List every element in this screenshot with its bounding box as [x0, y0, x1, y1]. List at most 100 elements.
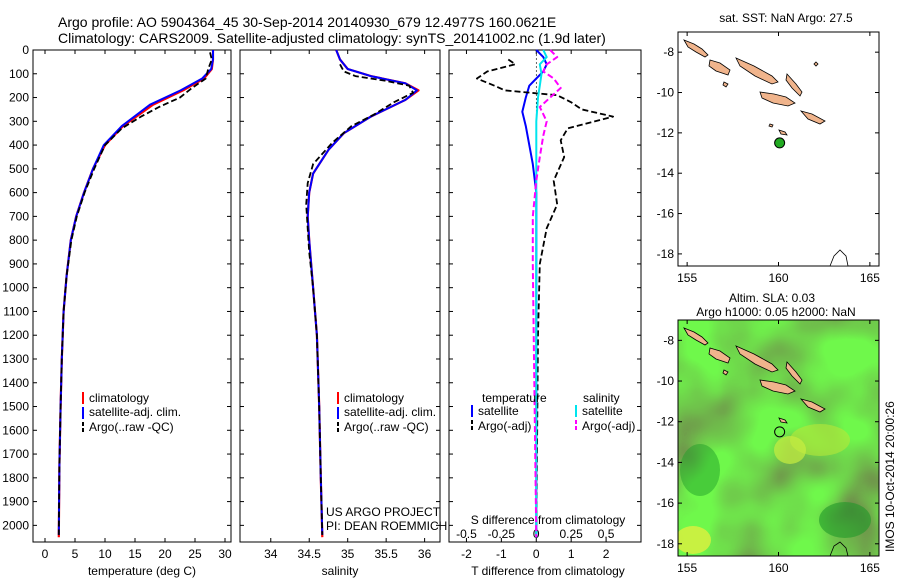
y-tick-label: 2000 — [2, 518, 29, 532]
x-tick-label: 34.5 — [298, 547, 322, 561]
x-tick-label: 1 — [568, 547, 575, 561]
y-tick-label: 1500 — [2, 400, 29, 414]
y-tick-label: -16 — [657, 207, 675, 221]
sla-low-patch-2 — [680, 444, 720, 496]
land-new-georgia — [708, 347, 731, 364]
x-tick-label: 36 — [418, 547, 432, 561]
x-top-tick-label: 0.5 — [598, 527, 615, 541]
imos-credit: IMOS 10-Oct-2014 20:00:26 — [883, 401, 897, 552]
land-santa-isabel — [735, 57, 779, 85]
x-top-tick-label: -0.5 — [456, 527, 477, 541]
header-line2: Climatology: CARS2009. Satellite-adjuste… — [58, 30, 606, 46]
legend-label-satellite: satellite-adj. clim. — [344, 405, 436, 419]
land-guadalcanal — [759, 91, 796, 107]
sla-high-patch-1 — [678, 526, 711, 554]
x-tick-label: 165 — [860, 271, 880, 285]
land-masses — [683, 39, 826, 136]
series-argo — [305, 63, 415, 535]
x-tick-label: 155 — [677, 561, 697, 575]
x-tick-label: 30 — [218, 547, 232, 561]
difference-frame — [448, 49, 642, 543]
y-tick-label: 500 — [9, 162, 29, 176]
argo-float-marker — [774, 137, 786, 149]
land-islet-a — [722, 81, 729, 88]
land-malaita — [785, 73, 803, 97]
y-tick-label: -14 — [657, 166, 675, 180]
difference-xlabel: T difference from climatology — [471, 564, 625, 578]
legend-label-satellite: satellite-adj. clim. — [89, 405, 181, 419]
salinity-panel: 34 34.5 35 35.5 36 salinity climatology sate… — [239, 49, 447, 578]
y-tick-label: -12 — [657, 126, 675, 140]
y-tick-label: 1300 — [2, 352, 29, 366]
legend-label-argo: Argo(..raw -QC) — [89, 420, 174, 434]
series-t-argo — [475, 58, 614, 538]
salinity-frame — [239, 49, 441, 543]
sla-low-patch-1 — [819, 502, 871, 538]
legend-label-argo: Argo(..raw -QC) — [344, 420, 429, 434]
sla-high-patch-3 — [774, 436, 806, 464]
salinity-legend: climatology satellite-adj. clim. Argo(..… — [337, 391, 436, 434]
y-tick-label: 900 — [9, 257, 29, 271]
legend-label-t-satellite: satellite — [478, 404, 519, 418]
x-tick-label: 165 — [860, 561, 880, 575]
pi-annotation: PI: DEAN ROEMMICH — [326, 519, 447, 533]
x-tick-label: 25 — [188, 547, 202, 561]
x-tick-label: 5 — [72, 547, 79, 561]
legend-label-t-argo: Argo(-adj) — [478, 419, 531, 433]
series-climatology — [57, 50, 215, 538]
x-tick-label: 0 — [533, 547, 540, 561]
legend-label-s-argo: Argo(-adj) — [582, 419, 635, 433]
land-islet-b — [778, 417, 788, 424]
series-satellite — [306, 49, 418, 535]
y-tick-label: -8 — [663, 45, 674, 59]
y-tick-label: 400 — [9, 138, 29, 152]
y-tick-label: -10 — [657, 86, 675, 100]
legend-label-climatology: climatology — [89, 391, 149, 405]
land-makira — [799, 110, 826, 125]
project-annotation: US ARGO PROJECT — [326, 505, 441, 519]
y-tick-label: -8 — [663, 333, 674, 347]
series-satellite — [57, 50, 214, 535]
land-islet-d — [813, 61, 819, 67]
y-tick-label: 1400 — [2, 376, 29, 390]
legend-title-temperature: temperature — [482, 391, 547, 405]
sla-map-subtitle: Argo h1000: 0.05 h2000: NaN — [696, 305, 855, 319]
x-tick-label: -2 — [461, 547, 472, 561]
land-choiseul — [683, 327, 709, 346]
land-new-caledonia — [829, 249, 849, 267]
land-new-georgia — [708, 59, 731, 76]
y-tick-label: -14 — [657, 455, 675, 469]
sla-land — [683, 327, 826, 424]
temperature-xlabel: temperature (deg C) — [88, 564, 196, 578]
y-tick-label: -16 — [657, 496, 675, 510]
sst-map-frame — [677, 31, 880, 267]
sla-field — [678, 320, 879, 556]
legend-label-s-satellite: satellite — [582, 404, 623, 418]
temperature-frame — [32, 49, 232, 543]
y-tick-label: 1000 — [2, 281, 29, 295]
argo-float-marker — [774, 426, 786, 438]
x-top-tick-label: 0.25 — [560, 527, 584, 541]
series-argo — [57, 52, 213, 535]
x-tick-label: 15 — [128, 547, 142, 561]
x-tick-label: 34 — [264, 547, 278, 561]
sst-map: sat. SST: NaN Argo: 27.5 155 160 165 -8 -10 -… — [657, 11, 881, 285]
land-malaita — [785, 361, 803, 385]
land-islet-b — [778, 129, 788, 136]
x-top-tick-label: -0.25 — [488, 527, 516, 541]
difference-legend: temperature salinity satellite Argo(-adj… — [471, 391, 635, 433]
x-tick-label: 155 — [677, 271, 697, 285]
x-tick-label: 20 — [158, 547, 172, 561]
series-s-argo — [531, 49, 562, 538]
x-tick-label: 160 — [768, 271, 788, 285]
y-tick-label: 1200 — [2, 328, 29, 342]
y-tick-label: 100 — [9, 67, 29, 81]
legend-title-salinity: salinity — [583, 391, 620, 405]
land-islet-c — [768, 123, 774, 128]
x-tick-label: -1 — [496, 547, 507, 561]
x-tick-label: 35.5 — [374, 547, 398, 561]
x-tick-label: 10 — [98, 547, 112, 561]
salinity-xlabel: salinity — [322, 564, 359, 578]
series-s-satellite — [535, 49, 548, 538]
